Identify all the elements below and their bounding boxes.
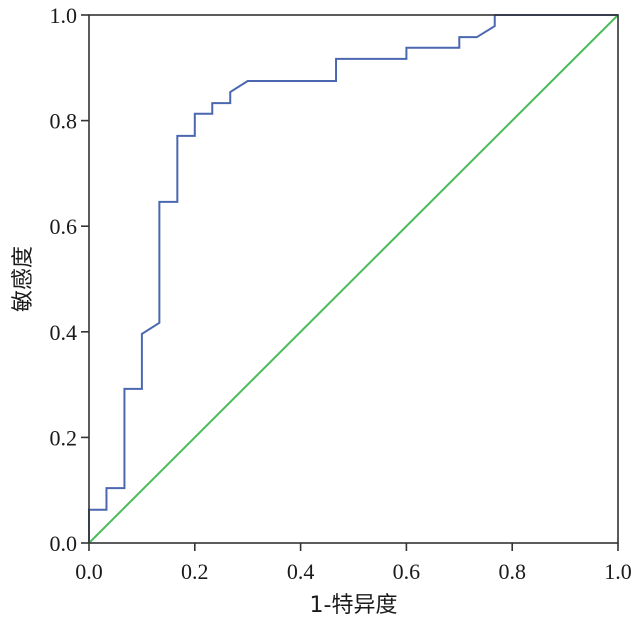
- plot-frame: [88, 14, 619, 544]
- x-axis-title: 1-特异度: [310, 593, 398, 618]
- y-axis-title: 敏感度: [11, 246, 36, 312]
- y-tick-label: 0.4: [50, 320, 78, 345]
- series-layer: [88, 14, 619, 544]
- y-tick-label: 1.0: [50, 3, 78, 28]
- roc-curve: [88, 14, 618, 543]
- axis-ticks: [81, 14, 619, 551]
- x-tick-label: 0.4: [287, 559, 315, 584]
- x-tick-label: 0.2: [181, 559, 209, 584]
- x-tick-label: 0.0: [75, 559, 103, 584]
- y-tick-label: 0.0: [50, 531, 78, 556]
- x-tick-label: 1.0: [604, 559, 632, 584]
- reference-diagonal: [88, 14, 619, 544]
- x-tick-label: 0.8: [498, 559, 526, 584]
- tick-labels: 0.0 0.2 0.4 0.6 0.8 1.0 0.0 0.2 0.4 0.6 0.8 1.0: [50, 3, 632, 584]
- x-tick-label: 0.6: [393, 559, 421, 584]
- y-tick-label: 0.6: [50, 214, 78, 239]
- y-tick-label: 0.8: [50, 109, 78, 134]
- y-tick-label: 0.2: [50, 425, 78, 450]
